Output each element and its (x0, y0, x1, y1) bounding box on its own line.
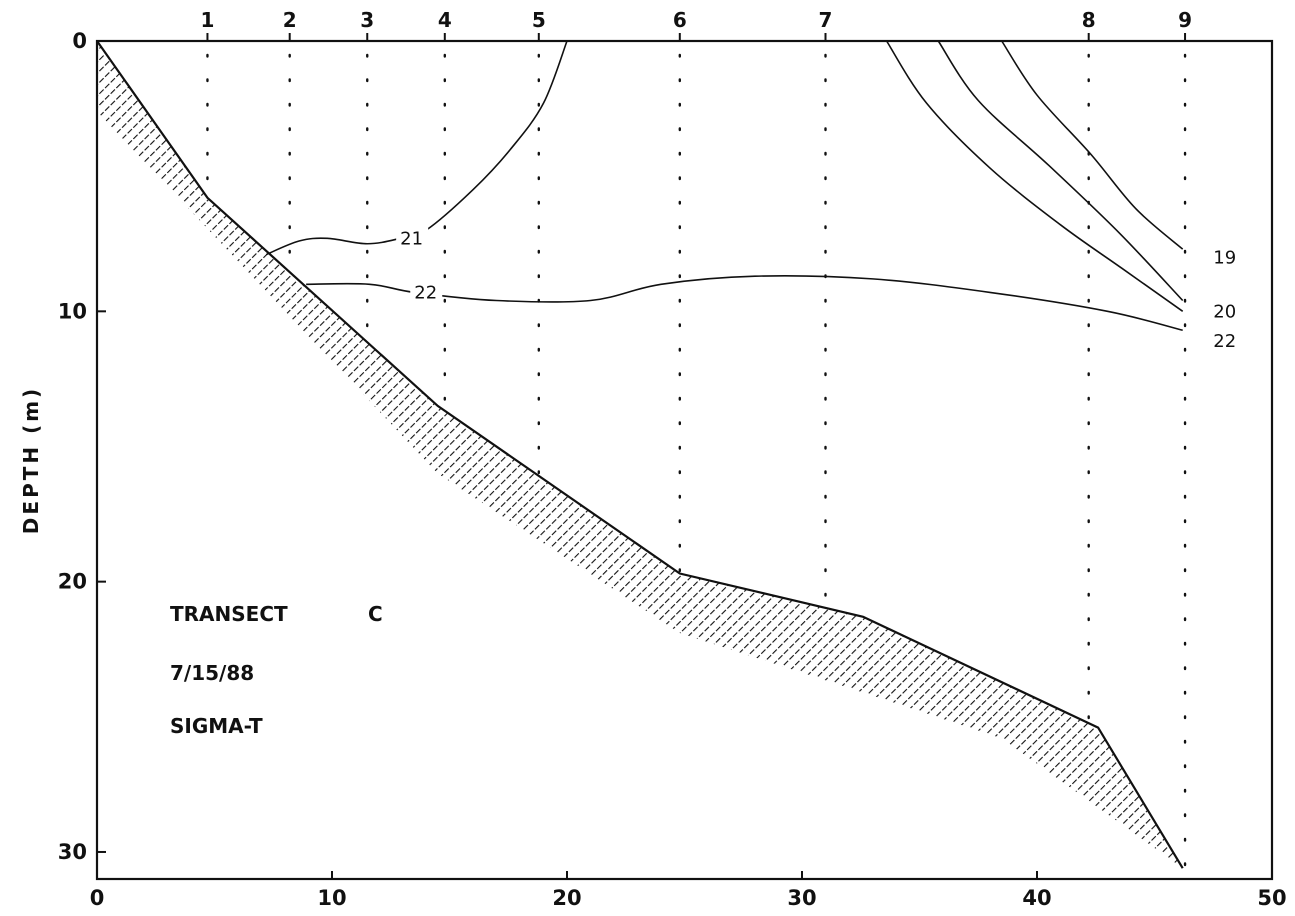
x-tick-label-0: 0 (90, 886, 105, 910)
sediment-band (97, 41, 1183, 869)
y-tick-label-10: 10 (58, 299, 87, 323)
contour-label-21: 21 (400, 228, 423, 249)
annotation-transect: TRANSECT (170, 602, 288, 626)
station-labels: 1 2 3 4 5 6 7 8 9 (200, 8, 1192, 41)
station-label-7: 7 (819, 8, 833, 32)
contour-line-unlabeled-3 (937, 40, 1184, 302)
sigma-t-contours (265, 40, 1184, 332)
station-label-1: 1 (200, 8, 214, 32)
y-tick-label-0: 0 (72, 29, 87, 53)
sediment-hatch (97, 41, 1183, 869)
y-tick-label-30: 30 (58, 840, 87, 864)
x-axis-ticks: 0 10 20 30 40 50 (90, 871, 1287, 910)
station-lines (206, 53, 1187, 870)
contour-label-22: 22 (414, 282, 437, 303)
plot-frame (95, 39, 1274, 881)
contour-line-19 (1001, 40, 1184, 250)
contour-label-mask (410, 280, 443, 303)
contour-side-label-19: 19 (1213, 247, 1236, 268)
station-label-6: 6 (673, 8, 687, 32)
y-axis-label: DEPTH (m) (19, 386, 43, 534)
x-tick-label-40: 40 (1022, 886, 1051, 910)
contour-side-label-22: 22 (1213, 331, 1236, 352)
station-label-8: 8 (1082, 8, 1096, 32)
y-tick-label-20: 20 (58, 570, 87, 594)
contour-labels: 21 22 19 20 22 (396, 226, 1236, 352)
contour-side-label-20: 20 (1213, 301, 1236, 322)
contour-label-mask (396, 226, 429, 249)
station-label-2: 2 (283, 8, 297, 32)
bottom-profile-line (96, 40, 1184, 869)
station-label-5: 5 (532, 8, 546, 32)
annotation-transect-id: C (368, 602, 383, 626)
x-tick-label-20: 20 (552, 886, 581, 910)
y-axis-ticks: 0 10 20 30 (58, 29, 106, 864)
annotation-parameter: SIGMA-T (170, 714, 263, 738)
contour-line-20 (885, 40, 1184, 312)
x-tick-label-10: 10 (317, 886, 346, 910)
contour-line-21 (265, 40, 568, 256)
annotation-block: TRANSECT C 7/15/88 SIGMA-T (170, 602, 383, 738)
station-label-3: 3 (360, 8, 374, 32)
x-tick-label-30: 30 (787, 886, 816, 910)
station-label-9: 9 (1178, 8, 1192, 32)
annotation-date: 7/15/88 (170, 661, 254, 685)
station-label-4: 4 (438, 8, 452, 32)
x-tick-label-50: 50 (1257, 886, 1286, 910)
sea-bottom-profile (96, 40, 1184, 869)
